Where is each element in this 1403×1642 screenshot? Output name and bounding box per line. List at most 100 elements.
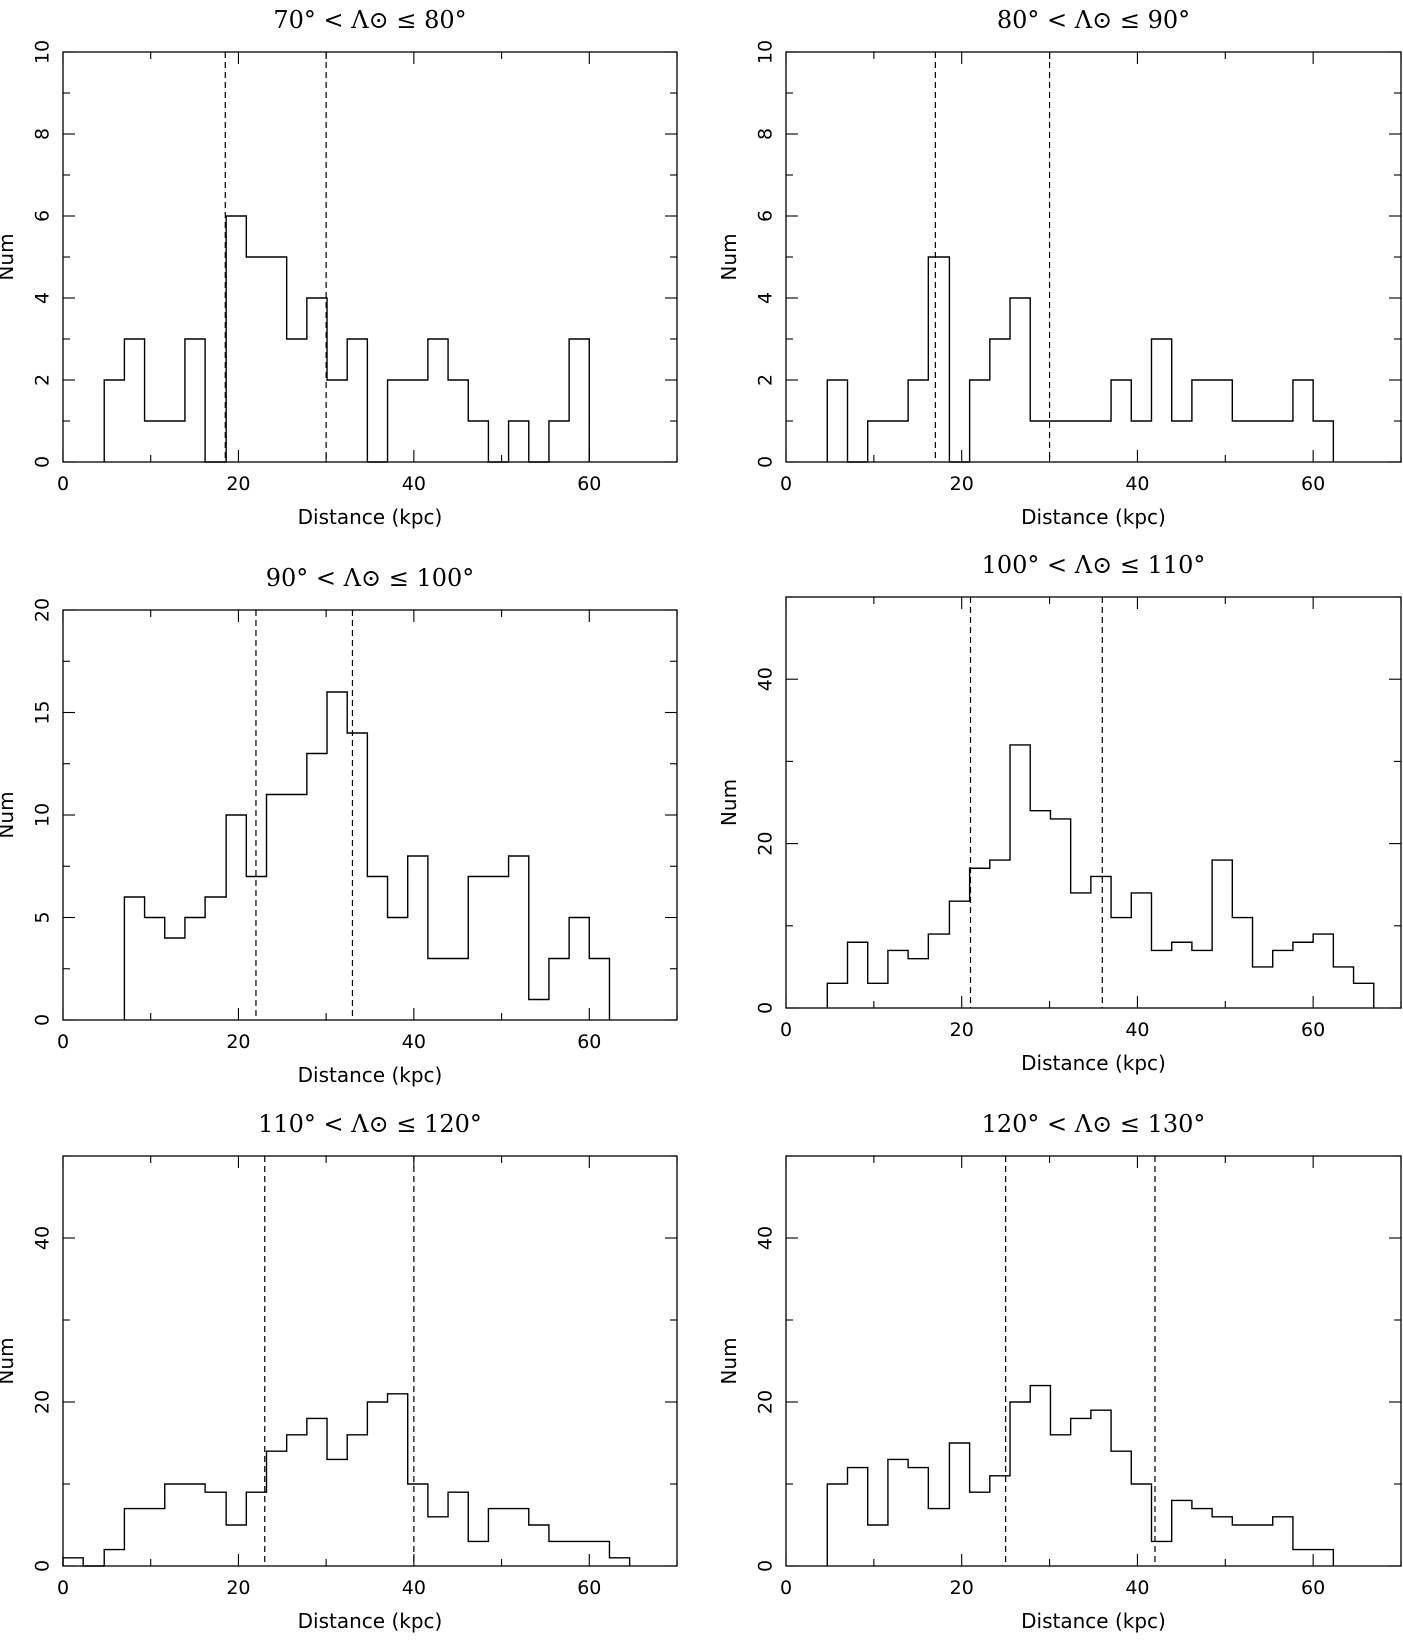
histogram-bin [388,380,408,462]
histogram-bin [347,339,367,462]
histogram-bin [1192,380,1212,462]
panel-title: 90° < Λ⊙ ≤ 100° [266,564,475,592]
histogram-bin [1293,942,1313,1008]
histogram-bin [428,1517,448,1566]
histogram-bin [970,1492,990,1566]
histogram-bin [468,877,488,1021]
histogram-bin [1273,421,1293,462]
panel-5: 0 20 40 60 0 20 40 110° < Λ⊙ ≤ 120° Distance (kp… [0,1110,678,1633]
histogram-bin [226,815,246,1020]
histogram-bin [1253,967,1273,1008]
histogram-outline [826,1384,1335,1566]
x-tick-label: 20 [226,1577,250,1599]
y-axis-label: Num [0,1337,18,1384]
histogram-bin [307,754,327,1021]
x-tick-label: 40 [402,1577,426,1599]
histogram-bin [468,1541,488,1566]
y-tick-label: 10 [755,40,777,64]
histogram-bin [1111,918,1131,1008]
histogram-bin [246,1492,266,1566]
histogram-bin [1293,380,1313,462]
histogram-bin [1313,934,1333,1008]
histogram-bin [888,1459,908,1566]
histogram-bin [1172,942,1192,1008]
histogram-bin [569,918,589,1021]
histogram-bin [1313,421,1333,462]
histogram-bin [347,1435,367,1566]
histogram-bin [589,1541,609,1566]
histogram-bin [428,339,448,462]
x-tick-label: 0 [57,1577,69,1599]
histogram-bin [1131,421,1151,462]
histogram-bin [970,380,990,462]
histogram-bin [327,1459,347,1566]
histogram-bin [205,1492,226,1566]
histogram-bin [287,339,307,462]
histogram-bin [888,421,908,462]
histogram-bin [104,1550,124,1566]
histogram-bin [124,1509,144,1566]
y-tick-label: 0 [755,1002,777,1014]
panel-6: 0 20 40 60 0 20 40 120° < Λ⊙ ≤ 130° Distance (kp… [717,1110,1402,1633]
histogram-bin [1172,1500,1192,1566]
panel-2: 0 20 40 60 0 2 4 6 8 10 80° < Λ⊙ ≤ 90° Distance (kp… [717,6,1402,529]
histogram-bin [1253,1525,1273,1566]
histogram-bin [347,733,367,1020]
histogram-bin [509,1509,529,1566]
y-axis-label: Num [0,233,18,280]
histogram-bin [124,897,144,1020]
histogram-bin [327,380,347,462]
x-tick-label: 20 [226,1031,250,1053]
x-tick-label: 20 [950,1577,974,1599]
plot-frame [62,1155,678,1567]
histogram-bin [185,918,205,1021]
histogram-bin [448,1492,468,1566]
histogram-bin [1232,421,1252,462]
histogram-bin [448,380,468,462]
histogram-bin [1273,950,1293,1008]
histogram-bin [1151,1541,1171,1566]
y-axis-label: Num [717,1337,741,1384]
histogram-bin [990,339,1010,462]
histogram-bin [367,1402,387,1566]
x-tick-label: 60 [577,1577,601,1599]
histogram-bin [1071,893,1091,1008]
histogram-bin [569,339,589,462]
histogram-bin [145,421,165,462]
histogram-bin [185,1484,205,1566]
histogram-bin [529,1525,549,1566]
y-tick-label: 10 [32,40,54,64]
histogram-bin [1010,298,1030,462]
histogram-bin [165,1484,185,1566]
histogram-bin [1192,1509,1212,1566]
histogram-bin [908,1468,928,1566]
histogram-bin [1212,1517,1232,1566]
histogram-bin [488,877,508,1021]
x-axis-label: Distance (kpc) [298,505,443,529]
histogram-bin [949,901,969,1008]
histogram-bin [1071,421,1091,462]
histogram-bin [1172,421,1192,462]
histogram-bin [428,959,448,1021]
histogram-bin [246,877,266,1021]
histogram-bin [307,298,327,462]
histogram-bin [990,860,1010,1008]
panel-3: 0 20 40 60 0 5 10 15 20 90° < Λ⊙ ≤ 100° Distance (… [0,564,678,1087]
histogram-outline [103,215,590,463]
histogram-bin [1050,421,1070,462]
x-tick-label: 40 [1125,473,1149,495]
panel-title: 70° < Λ⊙ ≤ 80° [273,6,466,34]
histogram-bin [549,959,569,1021]
histogram-outline [826,744,1375,1008]
histogram-bin [1232,1525,1252,1566]
y-tick-label: 4 [32,292,54,304]
x-axis-label: Distance (kpc) [1021,505,1166,529]
histogram-bin [569,1541,589,1566]
x-tick-label: 0 [57,1031,69,1053]
histogram-bin [1071,1418,1091,1566]
y-axis-label: Num [0,791,18,838]
histogram-bin [928,934,949,1008]
histogram-bin [868,1525,888,1566]
